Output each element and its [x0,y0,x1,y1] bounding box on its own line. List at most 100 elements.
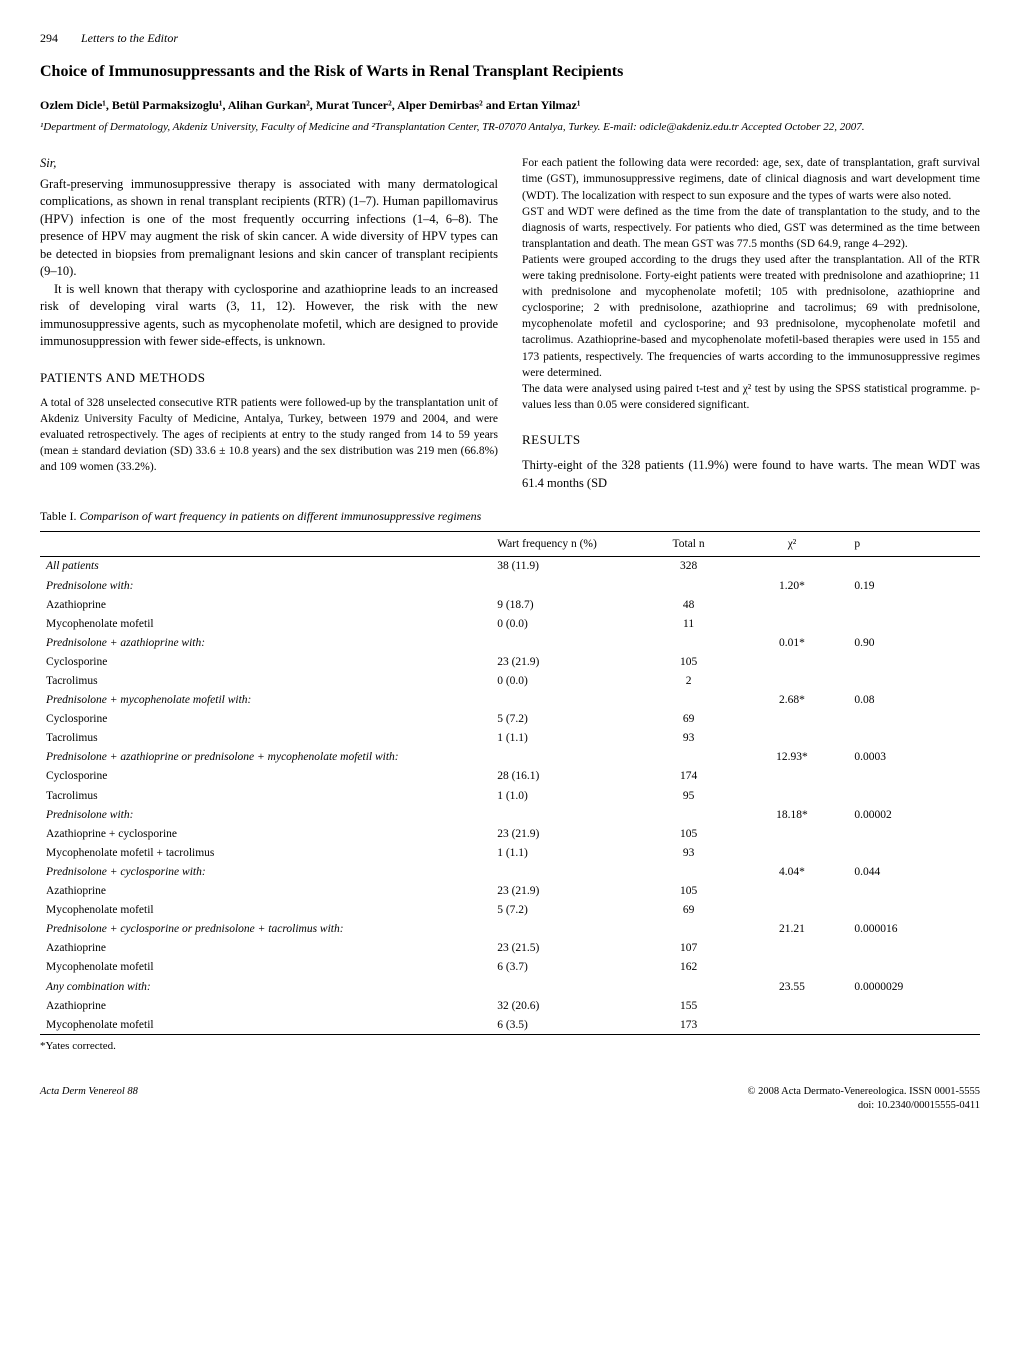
cell-label: Tacrolimus [40,729,491,748]
cell-total: 2 [642,672,736,691]
th-total: Total n [642,531,736,556]
cell-p [848,824,980,843]
cell-label: Azathioprine [40,882,491,901]
cell-chi [736,939,849,958]
two-column-layout: Sir, Graft-preserving immunosuppressive … [40,155,980,492]
cell-total [642,748,736,767]
cell-label: Prednisolone with: [40,576,491,595]
results-paragraph: Thirty-eight of the 328 patients (11.9%)… [522,457,980,492]
cell-freq: 5 (7.2) [491,901,641,920]
cell-freq: 23 (21.9) [491,882,641,901]
cell-total [642,977,736,996]
cell-total [642,805,736,824]
table-row: Mycophenolate mofetil6 (3.7)162 [40,958,980,977]
cell-label: Cyclosporine [40,652,491,671]
table-row: Tacrolimus1 (1.1)93 [40,729,980,748]
cell-chi [736,786,849,805]
cell-label: Azathioprine [40,996,491,1015]
cell-label: Prednisolone + azathioprine or prednisol… [40,748,491,767]
cell-chi: 21.21 [736,920,849,939]
cell-chi [736,882,849,901]
table-row: Mycophenolate mofetil + tacrolimus1 (1.1… [40,843,980,862]
cell-label: Azathioprine [40,595,491,614]
cell-total [642,920,736,939]
cell-freq: 32 (20.6) [491,996,641,1015]
table-row: Mycophenolate mofetil5 (7.2)69 [40,901,980,920]
table-body: All patients38 (11.9)328Prednisolone wit… [40,556,980,1034]
table-row: Prednisolone + cyclosporine or prednisol… [40,920,980,939]
cell-p [848,786,980,805]
cell-freq: 0 (0.0) [491,672,641,691]
cell-chi [736,767,849,786]
cell-freq: 1 (1.1) [491,843,641,862]
th-empty [40,531,491,556]
cell-chi [736,843,849,862]
right-paragraph-2: GST and WDT were defined as the time fro… [522,204,980,252]
cell-label: Mycophenolate mofetil [40,958,491,977]
cell-p [848,882,980,901]
left-column: Sir, Graft-preserving immunosuppressive … [40,155,498,492]
cell-total [642,576,736,595]
table-row: Any combination with:23.550.0000029 [40,977,980,996]
cell-p [848,710,980,729]
cell-p: 0.0003 [848,748,980,767]
footer-copyright: © 2008 Acta Dermato-Venereologica. ISSN … [747,1085,980,1114]
table-row: Prednisolone + mycophenolate mofetil wit… [40,691,980,710]
affiliation: ¹Department of Dermatology, Akdeniz Univ… [40,120,980,135]
table-header-row: Wart frequency n (%) Total n χ² p [40,531,980,556]
cell-chi: 12.93* [736,748,849,767]
cell-p: 0.90 [848,633,980,652]
article-title: Choice of Immunosuppressants and the Ris… [40,61,980,83]
cell-chi [736,672,849,691]
cell-freq: 0 (0.0) [491,614,641,633]
table-row: Prednisolone with:18.18*0.00002 [40,805,980,824]
cell-total: 174 [642,767,736,786]
cell-freq [491,805,641,824]
cell-total: 93 [642,843,736,862]
intro-paragraph-1: Graft-preserving immunosuppressive thera… [40,176,498,281]
footer-doi: doi: 10.2340/00015555-0411 [747,1099,980,1114]
table-row: Prednisolone + azathioprine with:0.01*0.… [40,633,980,652]
cell-total: 69 [642,710,736,729]
running-head: Letters to the Editor [81,31,178,45]
cell-p [848,1015,980,1035]
table-row: Tacrolimus1 (1.0)95 [40,786,980,805]
page-header: 294 Letters to the Editor [40,30,980,47]
cell-label: Mycophenolate mofetil [40,614,491,633]
cell-label: Tacrolimus [40,672,491,691]
th-p: p [848,531,980,556]
cell-chi [736,652,849,671]
cell-p: 0.00002 [848,805,980,824]
table-row: Cyclosporine28 (16.1)174 [40,767,980,786]
cell-label: Azathioprine [40,939,491,958]
table-row: Azathioprine9 (18.7)48 [40,595,980,614]
cell-total: 69 [642,901,736,920]
cell-chi [736,556,849,576]
cell-p: 0.08 [848,691,980,710]
table-row: All patients38 (11.9)328 [40,556,980,576]
cell-p [848,958,980,977]
cell-p [848,843,980,862]
cell-freq: 6 (3.5) [491,1015,641,1035]
cell-label: Prednisolone + mycophenolate mofetil wit… [40,691,491,710]
cell-p: 0.000016 [848,920,980,939]
cell-total: 162 [642,958,736,977]
cell-label: Cyclosporine [40,710,491,729]
cell-label: Prednisolone + cyclosporine or prednisol… [40,920,491,939]
cell-chi [736,958,849,977]
cell-label: Prednisolone with: [40,805,491,824]
page-footer: Acta Derm Venereol 88 © 2008 Acta Dermat… [40,1085,980,1114]
cell-total [642,862,736,881]
cell-total: 173 [642,1015,736,1035]
cell-chi [736,1015,849,1035]
cell-p [848,556,980,576]
cell-label: Prednisolone + azathioprine with: [40,633,491,652]
intro-paragraph-2: It is well known that therapy with cyclo… [40,281,498,351]
cell-freq [491,862,641,881]
cell-chi [736,901,849,920]
right-column: For each patient the following data were… [522,155,980,492]
cell-freq: 23 (21.9) [491,652,641,671]
cell-label: Prednisolone + cyclosporine with: [40,862,491,881]
cell-p [848,767,980,786]
authors: Ozlem Dicle¹, Betül Parmaksizoglu¹, Alih… [40,97,980,114]
